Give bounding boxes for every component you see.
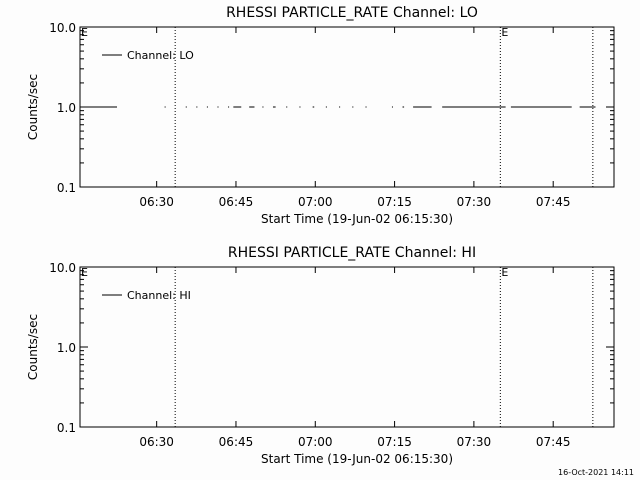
corner-label: E [81,266,88,279]
chart-title: RHESSI PARTICLE_RATE Channel: HI [228,245,476,261]
timestamp: 16-Oct-2021 14:11 [558,468,634,477]
x-tick-label: 06:45 [219,435,254,449]
x-axis-label: Start Time (19-Jun-02 06:15:30) [261,452,453,466]
time-marker-label: E [501,266,508,279]
x-tick-label: 07:45 [536,195,571,209]
x-tick-label: 07:30 [457,435,492,449]
x-axis-label: Start Time (19-Jun-02 06:15:30) [261,212,453,226]
corner-label: E [81,26,88,39]
x-tick-label: 07:15 [377,195,412,209]
y-tick-label: 1.0 [57,101,76,115]
y-axis-label: Counts/sec [26,74,40,140]
x-tick-label: 07:15 [377,435,412,449]
x-tick-label: 07:45 [536,435,571,449]
time-marker-label: E [501,26,508,39]
x-tick-label: 06:45 [219,195,254,209]
y-tick-label: 0.1 [57,181,76,195]
chart-title: RHESSI PARTICLE_RATE Channel: LO [226,5,478,21]
x-tick-label: 07:00 [298,195,333,209]
y-tick-label: 10.0 [49,21,76,35]
y-tick-label: 0.1 [57,421,76,435]
legend-entry: Channel: LO [127,49,194,62]
y-tick-label: 1.0 [57,341,76,355]
legend-entry: Channel: HI [127,289,191,302]
y-tick-label: 10.0 [49,261,76,275]
y-axis-label: Counts/sec [26,314,40,380]
x-tick-label: 06:30 [139,435,174,449]
x-tick-label: 07:30 [457,195,492,209]
x-tick-label: 06:30 [139,195,174,209]
x-tick-label: 07:00 [298,435,333,449]
